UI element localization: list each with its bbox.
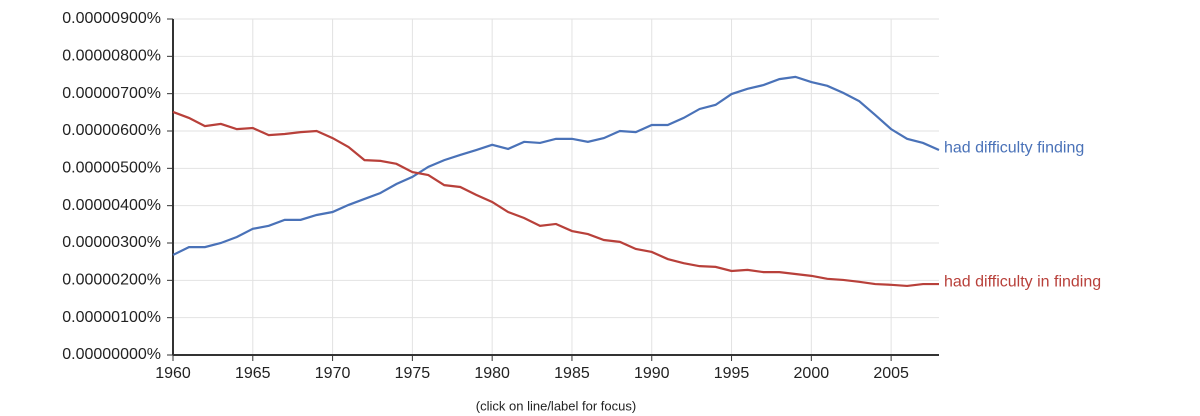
series-line[interactable] bbox=[172, 75, 940, 256]
x-tick-label: 2005 bbox=[873, 365, 909, 382]
y-tick-label: 0.00000200% bbox=[62, 272, 161, 289]
y-tick-label: 0.00000700% bbox=[62, 85, 161, 102]
x-tick-label: 1995 bbox=[714, 365, 750, 382]
legend-label[interactable]: had difficulty in finding bbox=[944, 273, 1101, 290]
series-line[interactable] bbox=[172, 110, 939, 288]
y-tick-label: 0.00000100% bbox=[62, 309, 161, 326]
y-tick-label: 0.00000000% bbox=[62, 346, 161, 363]
y-tick-label: 0.00000900% bbox=[62, 10, 161, 27]
x-tick-label: 1960 bbox=[155, 365, 191, 382]
x-tick-label: 1985 bbox=[554, 365, 590, 382]
x-tick-label: 1975 bbox=[395, 365, 431, 382]
x-tick-label: 1965 bbox=[235, 365, 271, 382]
x-tick-label: 1980 bbox=[474, 365, 510, 382]
x-tick-label: 2000 bbox=[794, 365, 830, 382]
y-tick-label: 0.00000400% bbox=[62, 197, 161, 214]
y-tick-label: 0.00000600% bbox=[62, 122, 161, 139]
y-tick-label: 0.00000300% bbox=[62, 234, 161, 251]
y-tick-label: 0.00000500% bbox=[62, 160, 161, 177]
chart-note: (click on line/label for focus) bbox=[476, 398, 636, 413]
y-tick-label: 0.00000800% bbox=[62, 48, 161, 65]
legend-label[interactable]: had difficulty finding bbox=[944, 139, 1084, 156]
x-tick-label: 1990 bbox=[634, 365, 670, 382]
x-tick-label: 1970 bbox=[315, 365, 351, 382]
